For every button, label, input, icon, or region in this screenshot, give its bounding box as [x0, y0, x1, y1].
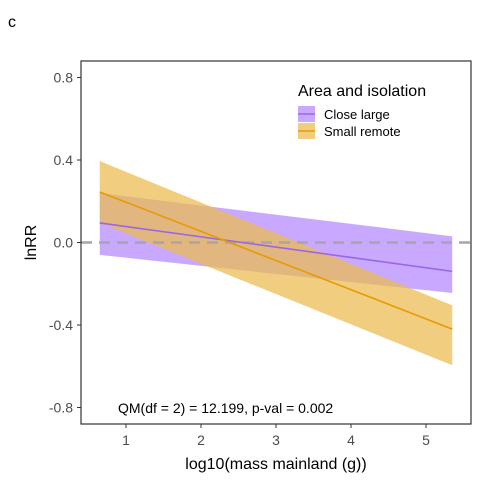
y-tick-label: -0.4 [49, 317, 73, 333]
legend-label: Close large [324, 107, 390, 122]
x-tick-label: 2 [197, 432, 205, 448]
legend-title: Area and isolation [298, 83, 426, 100]
y-tick-label: 0.0 [54, 235, 74, 251]
trend-lines [99, 191, 453, 330]
legend: Area and isolation Close large Small remo… [298, 83, 426, 139]
x-tick-label: 3 [272, 432, 280, 448]
stats-annotation: QM(df = 2) = 12.199, p-val = 0.002 [118, 400, 333, 416]
x-tick-label: 1 [122, 432, 130, 448]
legend-label: Small remote [324, 124, 401, 139]
x-tick-label: 4 [347, 432, 355, 448]
confidence-bands [99, 161, 453, 366]
ci-band-small-remote [99, 161, 453, 366]
x-axis: 1 2 3 4 5 [122, 424, 430, 448]
line-close-large [99, 222, 453, 273]
y-axis: -0.8 -0.4 0.0 0.4 0.8 [49, 70, 81, 416]
y-axis-title: lnRR [23, 225, 40, 261]
x-axis-title: log10(mass mainland (g)) [185, 456, 366, 473]
x-tick-label: 5 [422, 432, 430, 448]
y-tick-label: -0.8 [49, 400, 73, 416]
y-tick-label: 0.4 [54, 152, 74, 168]
panel-letter: c [8, 14, 16, 31]
line-small-remote [99, 191, 453, 330]
y-tick-label: 0.8 [54, 70, 74, 86]
